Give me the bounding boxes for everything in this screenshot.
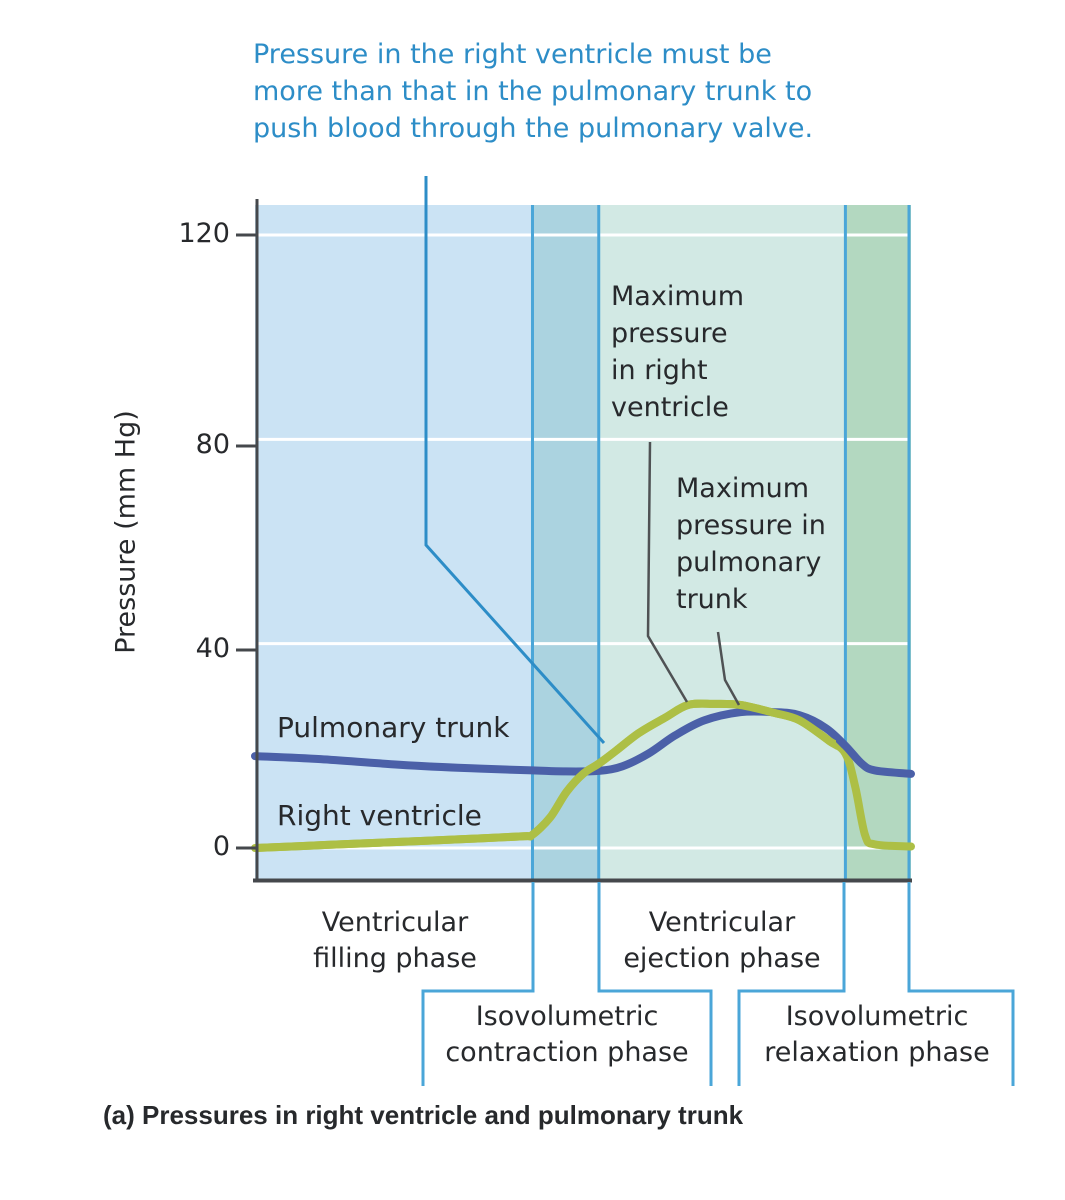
pulmonary-trunk-curve — [251, 707, 915, 778]
y-tick-label-40: 40 — [195, 633, 230, 664]
annotation-leader-line — [424, 176, 606, 745]
phase-label-relaxation: Isovolumetric relaxation phase — [764, 1001, 990, 1068]
relaxation-bracket-right — [907, 882, 1015, 1086]
pulmonary-trunk-label: Pulmonary trunk — [277, 711, 510, 744]
max-pressure-rv-label: Maximum pressure in right ventricle — [611, 281, 745, 423]
y-axis-ticks — [236, 233, 257, 850]
top-annotation-text: Pressure in the right ventricle must be … — [253, 39, 814, 144]
phase-brackets — [421, 882, 1015, 1086]
phase-band-0 — [255, 205, 533, 880]
y-tick-label-120: 120 — [178, 218, 230, 249]
max-pt-leader-line — [716, 631, 741, 706]
contraction-bracket-right — [597, 882, 713, 1086]
max-pressure-pt-label: Maximum pressure in pulmonary trunk — [676, 473, 826, 615]
right-ventricle-curve-peak-overlay — [255, 699, 836, 852]
phase-band-1 — [532, 205, 599, 880]
phase-label-filling: Ventricular filling phase — [313, 907, 477, 974]
phase-label-ejection: Ventricular ejection phase — [623, 907, 821, 974]
max-rv-leader-line — [646, 441, 689, 703]
relaxation-bracket-left — [737, 882, 846, 1086]
y-tick-label-80: 80 — [195, 429, 230, 460]
contraction-bracket-left — [421, 882, 535, 1086]
phase-band-2 — [598, 205, 846, 880]
right-ventricle-label: Right ventricle — [277, 799, 482, 832]
plot-area — [251, 205, 915, 880]
phase-label-contraction: Isovolumetric contraction phase — [445, 1001, 689, 1068]
y-tick-label-0: 0 — [212, 831, 230, 862]
figure-caption: (a) Pressures in right ventricle and pul… — [103, 1100, 744, 1130]
